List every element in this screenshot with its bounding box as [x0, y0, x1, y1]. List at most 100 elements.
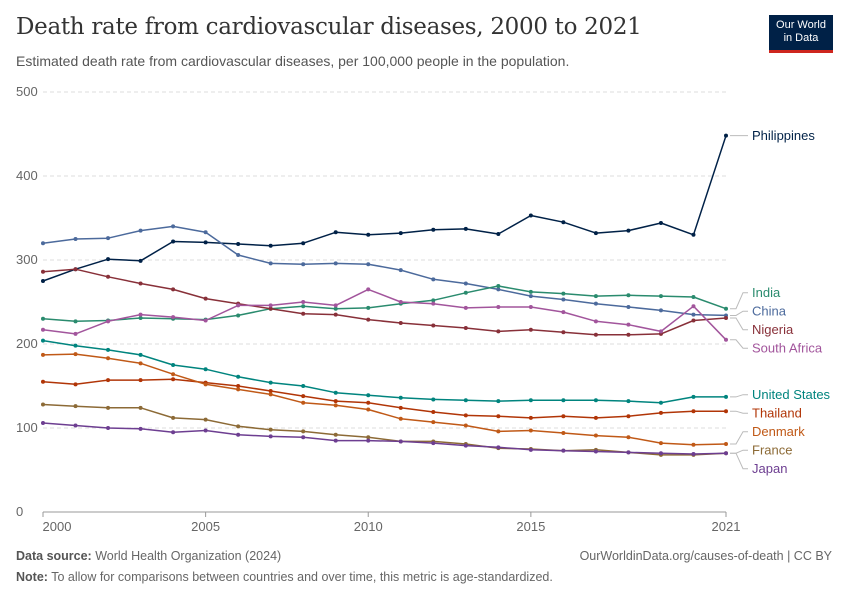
data-point — [496, 305, 501, 310]
chart-note: Note: To allow for comparisons between c… — [16, 570, 553, 584]
data-point — [366, 407, 371, 412]
y-tick-label: 400 — [16, 168, 38, 183]
data-point — [138, 352, 143, 357]
series-line-france — [42, 403, 727, 456]
series-line-thailand — [42, 378, 726, 419]
data-point — [724, 315, 728, 320]
data-point — [593, 231, 598, 236]
series-label-india: India — [752, 285, 781, 300]
data-point — [106, 236, 111, 241]
data-point — [236, 424, 241, 429]
y-tick-label: 300 — [16, 252, 38, 267]
data-point — [236, 384, 241, 388]
data-point — [138, 315, 143, 320]
data-point — [593, 415, 598, 420]
data-point — [268, 261, 273, 266]
data-point — [138, 361, 143, 366]
data-point — [73, 237, 78, 241]
data-point — [626, 228, 631, 233]
data-point — [366, 393, 371, 398]
data-point — [236, 432, 241, 437]
data-point — [398, 300, 403, 304]
data-point — [658, 451, 663, 456]
data-point — [496, 287, 501, 292]
data-point — [268, 303, 273, 308]
data-point — [236, 303, 241, 308]
data-point — [528, 447, 533, 452]
data-point — [398, 231, 403, 236]
owid-logo[interactable]: Our World in Data — [769, 15, 833, 53]
data-point — [724, 133, 728, 138]
data-point — [203, 428, 208, 433]
data-point — [431, 420, 436, 425]
data-point — [431, 397, 436, 402]
x-tick-label: 2000 — [43, 519, 72, 534]
data-point — [463, 443, 468, 448]
data-point — [73, 382, 78, 387]
data-point — [626, 293, 631, 298]
data-point — [691, 312, 696, 317]
data-point — [41, 402, 45, 407]
source-url[interactable]: OurWorldinData.org/causes-of-death | CC … — [579, 549, 832, 563]
data-point — [593, 332, 598, 337]
data-point — [366, 438, 371, 443]
data-point — [138, 312, 143, 317]
data-point — [236, 252, 241, 257]
data-point — [691, 409, 696, 414]
data-point — [463, 398, 468, 403]
logo-line-2: in Data — [783, 32, 819, 44]
data-point — [106, 356, 111, 361]
data-point — [528, 428, 533, 433]
data-point — [658, 294, 663, 299]
data-point — [203, 230, 208, 235]
data-point — [73, 352, 78, 357]
data-point — [528, 213, 533, 218]
data-point — [268, 306, 273, 311]
data-point — [463, 226, 468, 231]
data-point — [496, 414, 501, 419]
data-point — [463, 290, 468, 295]
data-point — [626, 332, 631, 337]
data-point — [41, 241, 45, 246]
data-point — [138, 378, 143, 383]
data-point — [431, 277, 436, 282]
data-point — [658, 410, 663, 415]
data-point — [333, 312, 338, 317]
data-point — [366, 435, 371, 440]
data-point — [171, 363, 176, 367]
series-label-japan: Japan — [752, 461, 787, 476]
data-point — [528, 289, 533, 294]
data-point — [398, 416, 403, 421]
data-point — [138, 281, 143, 286]
data-point — [333, 403, 338, 408]
series-label-philippines: Philippines — [752, 128, 815, 143]
data-point — [561, 448, 566, 453]
data-point — [138, 405, 143, 410]
data-point — [398, 268, 403, 273]
data-point — [366, 262, 371, 267]
data-point — [73, 267, 78, 272]
data-point — [203, 367, 208, 372]
series-line-philippines — [42, 135, 727, 282]
data-point — [268, 392, 273, 397]
data-point — [171, 377, 176, 382]
series-label-france: France — [752, 443, 792, 458]
data-point — [333, 438, 338, 443]
data-point — [333, 230, 338, 235]
data-point — [691, 318, 696, 323]
data-point — [203, 296, 208, 301]
data-point — [171, 224, 176, 229]
data-point — [724, 306, 728, 311]
data-point — [73, 404, 78, 409]
label-connector — [730, 394, 748, 398]
data-point — [593, 294, 598, 299]
data-point — [724, 394, 728, 399]
data-point — [138, 426, 143, 431]
data-point — [236, 242, 241, 247]
data-point — [658, 308, 663, 313]
series-line-japan — [42, 422, 727, 455]
data-point — [41, 327, 45, 332]
data-point — [41, 269, 45, 274]
data-point — [463, 326, 468, 331]
data-point — [528, 415, 533, 420]
